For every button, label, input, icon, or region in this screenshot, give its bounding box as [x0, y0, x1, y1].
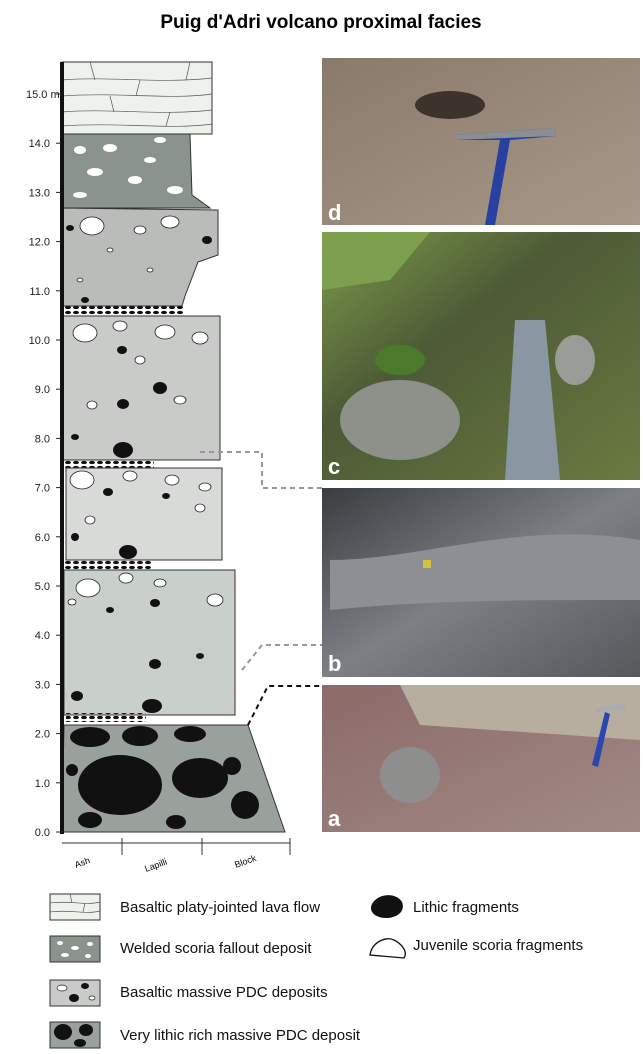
photo-label: d	[328, 200, 341, 225]
depth-label: 14.0	[29, 138, 50, 150]
depth-label: 10.0	[29, 335, 50, 347]
legend-label: Basaltic platy-jointed lava flow	[120, 899, 320, 916]
grain-label: Block	[233, 853, 258, 870]
legend-label: Very lithic rich massive PDC deposit	[120, 1027, 361, 1044]
depth-label: 0.0	[35, 827, 50, 839]
photo-label: a	[328, 806, 341, 831]
legend-label: Welded scoria fallout deposit	[120, 940, 312, 957]
photo-c: c	[322, 232, 640, 480]
photo-label: b	[328, 651, 341, 676]
depth-label: 5.0	[35, 581, 50, 593]
legend-label: Basaltic massive PDC deposits	[120, 984, 328, 1001]
figure: Puig d'Adri volcano proximal facies 0.0 1…	[0, 0, 643, 1049]
depth-label: 9.0	[35, 384, 50, 396]
grain-label: Ash	[73, 855, 91, 870]
photo-b: b	[322, 488, 640, 677]
photo-d: d	[322, 58, 640, 225]
depth-label: 3.0	[35, 679, 50, 691]
grain-label: Lapilli	[143, 857, 168, 874]
legend-label: Lithic fragments	[413, 899, 519, 916]
depth-label: 15.0 m	[26, 89, 60, 101]
legend-label: Juvenile scoria fragments	[413, 937, 583, 954]
photo-a: a	[322, 685, 640, 832]
depth-label: 7.0	[35, 483, 50, 495]
depth-label: 11.0	[29, 286, 50, 298]
depth-label: 6.0	[35, 532, 50, 544]
photo-label: c	[328, 454, 340, 479]
depth-label: 12.0	[29, 237, 50, 249]
depth-label: 4.0	[35, 630, 50, 642]
depth-label: 1.0	[35, 778, 50, 790]
grain-axis: Ash Lapilli Block	[62, 838, 290, 874]
title: Puig d'Adri volcano proximal facies	[160, 12, 481, 33]
depth-label: 8.0	[35, 433, 50, 445]
legend: Basaltic platy-jointed lava flow Welded …	[50, 894, 583, 1048]
depth-label: 2.0	[35, 729, 50, 741]
depth-label: 13.0	[29, 187, 50, 199]
stratigraphic-column	[62, 62, 285, 834]
lava-layer	[62, 62, 212, 134]
